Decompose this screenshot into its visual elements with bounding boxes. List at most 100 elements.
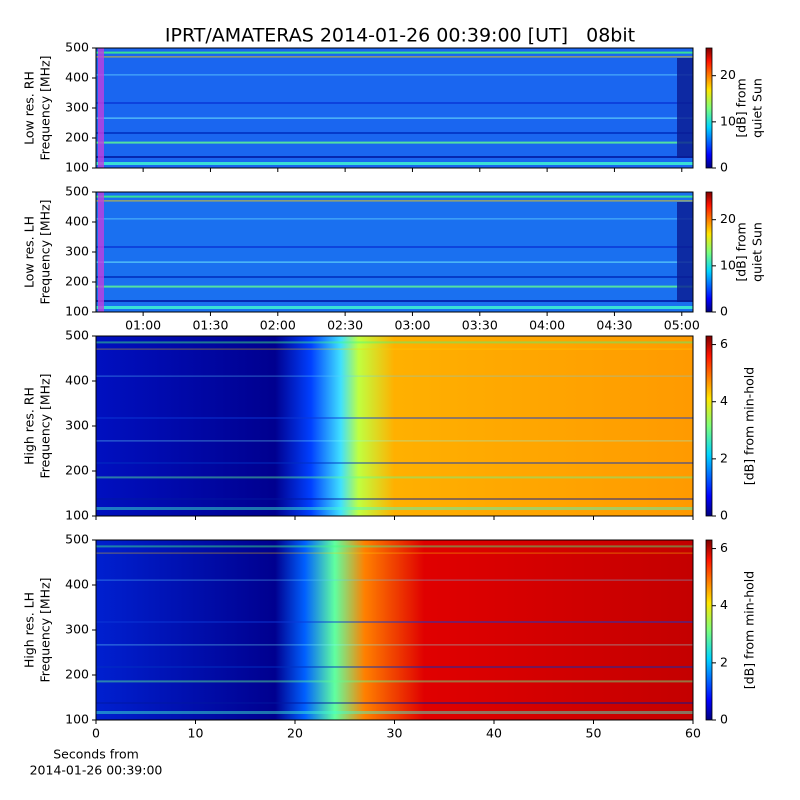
spectrogram-band xyxy=(96,702,693,704)
colorbar xyxy=(705,539,713,721)
x-tick-label: 60 xyxy=(685,726,701,741)
x-tick-label: 03:00 xyxy=(394,318,430,333)
chart-title: IPRT/AMATERAS 2014-01-26 00:39:00 [UT] 0… xyxy=(165,25,635,47)
spectrogram-band xyxy=(96,56,693,58)
x-tick-label: 04:30 xyxy=(596,318,632,333)
colorbar xyxy=(705,335,713,517)
y-tick-label: 500 xyxy=(65,184,89,199)
x-tick-label: 02:30 xyxy=(327,318,363,333)
spectrogram-band xyxy=(96,644,693,646)
y-tick-label: 500 xyxy=(65,328,89,343)
colorbar-label: [dB] from min-hold xyxy=(742,571,757,689)
spectrogram-band xyxy=(96,51,693,54)
colorbar-tick-label: 10 xyxy=(720,257,736,272)
y-tick-label: 100 xyxy=(65,508,89,523)
x-tick-label: 02:00 xyxy=(260,318,296,333)
spectrogram-band xyxy=(96,498,693,500)
x-tick-label: 05:00 xyxy=(664,318,700,333)
spectrogram-band xyxy=(96,162,693,165)
spectrogram-band xyxy=(96,507,693,510)
x-tick-label: 20 xyxy=(287,726,303,741)
colorbar-tick-label: 20 xyxy=(720,211,736,226)
y-axis-label: Low res. RH xyxy=(22,71,37,145)
x-axis-label: Seconds from xyxy=(53,747,139,762)
colorbar-tick-label: 6 xyxy=(720,336,728,351)
y-tick-label: 500 xyxy=(65,532,89,547)
y-tick-label: 400 xyxy=(65,373,89,388)
spectrogram-band xyxy=(96,375,693,377)
colorbar-label: quiet Sun xyxy=(750,78,765,138)
colorbar-tick-label: 2 xyxy=(720,654,728,669)
colorbar xyxy=(705,191,713,313)
spectrogram-band xyxy=(96,341,693,344)
y-axis-label: High res. RH xyxy=(22,387,37,465)
spectrogram-image xyxy=(96,48,693,168)
spectrogram-gap xyxy=(677,202,693,302)
y-tick-label: 200 xyxy=(65,667,89,682)
spectrogram-band xyxy=(96,300,693,302)
colorbar xyxy=(705,47,713,169)
y-tick-label: 400 xyxy=(65,70,89,85)
spectrogram-band xyxy=(96,711,693,714)
spectrogram-band xyxy=(96,246,693,248)
y-tick-label: 400 xyxy=(65,577,89,592)
spectrogram-band xyxy=(96,462,693,464)
spectrogram-band xyxy=(96,195,693,198)
spectrogram-band xyxy=(96,132,693,134)
colorbar-tick-label: 0 xyxy=(720,304,728,319)
x-tick-label: 03:30 xyxy=(462,318,498,333)
y-tick-label: 200 xyxy=(65,274,89,289)
y-tick-label: 300 xyxy=(65,244,89,259)
x-tick-label: 04:00 xyxy=(529,318,565,333)
spectrogram-gap xyxy=(98,192,104,312)
x-tick-label: 50 xyxy=(586,726,602,741)
spectrogram-image xyxy=(96,336,693,516)
y-tick-label: 200 xyxy=(65,130,89,145)
spectrogram-band xyxy=(96,417,693,419)
x-tick-label: 10 xyxy=(188,726,204,741)
spectrogram-band xyxy=(96,579,693,581)
x-tick-label: 0 xyxy=(92,726,100,741)
colorbar-label: quiet Sun xyxy=(750,222,765,282)
colorbar-tick-label: 2 xyxy=(720,450,728,465)
spectrogram-band xyxy=(96,545,693,548)
colorbar-tick-label: 10 xyxy=(720,113,736,128)
colorbar-tick-label: 0 xyxy=(720,712,728,727)
spectrogram-band xyxy=(96,285,693,288)
spectrogram-image xyxy=(96,540,693,720)
y-tick-label: 500 xyxy=(65,40,89,55)
y-axis-label: Frequency [MHz] xyxy=(38,577,53,682)
y-axis-label: Frequency [MHz] xyxy=(38,55,53,160)
colorbar-tick-label: 6 xyxy=(720,540,728,555)
y-tick-label: 100 xyxy=(65,712,89,727)
x-tick-label: 01:30 xyxy=(192,318,228,333)
y-tick-label: 300 xyxy=(65,622,89,637)
spectrogram-gap xyxy=(677,58,693,158)
spectrogram-band xyxy=(96,306,693,309)
spectrogram-band xyxy=(96,680,693,683)
y-tick-label: 300 xyxy=(65,100,89,115)
colorbar-tick-label: 20 xyxy=(720,67,736,82)
y-axis-label: Frequency [MHz] xyxy=(38,373,53,478)
spectrogram-band xyxy=(96,261,693,263)
spectrogram-gap xyxy=(98,48,104,168)
colorbar-label: [dB] from xyxy=(734,78,749,137)
y-axis-label: High res. LH xyxy=(22,592,37,668)
spectrogram-band xyxy=(96,440,693,442)
x-tick-label: 30 xyxy=(387,726,403,741)
spectrogram-band xyxy=(96,552,693,554)
x-tick-label: 01:00 xyxy=(125,318,161,333)
y-tick-label: 100 xyxy=(65,304,89,319)
y-tick-label: 400 xyxy=(65,214,89,229)
spectrogram-band xyxy=(96,102,693,104)
colorbar-tick-label: 0 xyxy=(720,508,728,523)
colorbar-label: [dB] from xyxy=(734,222,749,281)
spectrogram-band xyxy=(96,117,693,119)
spectrogram-band xyxy=(96,74,693,76)
x-tick-label: 40 xyxy=(486,726,502,741)
spectrogram-band xyxy=(96,348,693,350)
spectrogram-band xyxy=(96,621,693,623)
colorbar-tick-label: 4 xyxy=(720,393,728,408)
y-tick-label: 200 xyxy=(65,463,89,478)
